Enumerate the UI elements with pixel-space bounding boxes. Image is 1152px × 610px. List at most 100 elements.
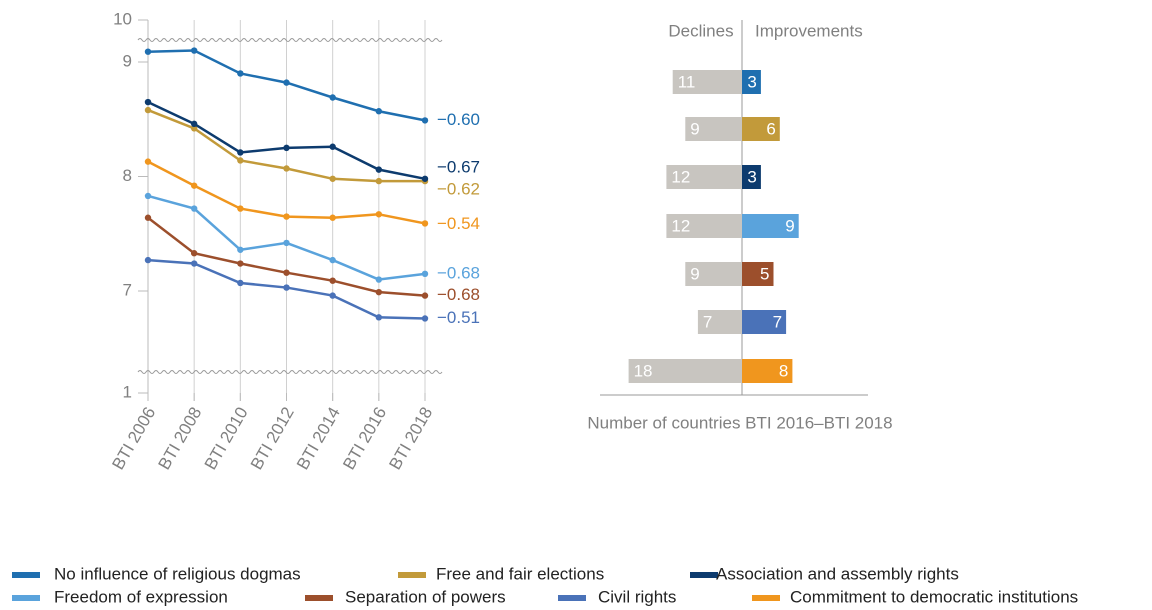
point bbox=[144, 256, 152, 264]
legend-label: Civil rights bbox=[598, 587, 676, 606]
axis-break bbox=[137, 370, 443, 374]
x-tick-label: BTI 2008 bbox=[155, 404, 206, 473]
x-tick-label: BTI 2018 bbox=[385, 404, 436, 473]
improvement-label: 5 bbox=[760, 264, 769, 283]
point bbox=[190, 125, 198, 132]
point bbox=[421, 270, 429, 278]
y-tick-label: 8 bbox=[123, 166, 132, 185]
change-label: −0.51 bbox=[437, 308, 480, 327]
point bbox=[283, 213, 290, 220]
point bbox=[375, 211, 383, 218]
point bbox=[144, 106, 152, 114]
change-label: −0.67 bbox=[437, 157, 480, 176]
improvement-bar bbox=[742, 359, 793, 383]
change-label: −0.60 bbox=[437, 110, 480, 129]
x-tick-label: BTI 2012 bbox=[247, 404, 298, 473]
x-tick-label: BTI 2016 bbox=[339, 404, 390, 473]
x-axis-label: Number of countries BTI 2016–BTI 2018 bbox=[587, 413, 892, 432]
point bbox=[283, 144, 290, 152]
legend-swatch bbox=[558, 595, 586, 601]
point bbox=[421, 292, 429, 299]
x-tick-label: BTI 2014 bbox=[293, 404, 344, 473]
point bbox=[190, 47, 198, 54]
point bbox=[375, 177, 383, 185]
legend-swatch bbox=[12, 572, 40, 578]
point bbox=[190, 260, 198, 267]
point bbox=[237, 157, 244, 164]
y-tick-label: 9 bbox=[123, 51, 132, 70]
improvement-label: 3 bbox=[747, 72, 756, 91]
improvement-bar bbox=[742, 310, 787, 334]
legend-swatch bbox=[690, 572, 718, 578]
point bbox=[190, 250, 198, 257]
point bbox=[237, 70, 244, 77]
point bbox=[329, 214, 336, 221]
point bbox=[190, 205, 198, 212]
improvement-label: 7 bbox=[773, 312, 782, 331]
declines-header: Declines bbox=[668, 21, 733, 40]
point bbox=[144, 98, 152, 106]
point bbox=[329, 277, 336, 284]
point bbox=[237, 149, 244, 156]
point bbox=[329, 175, 336, 182]
point bbox=[329, 94, 336, 101]
improvement-bar bbox=[742, 117, 780, 141]
point bbox=[144, 158, 152, 165]
legend-swatch bbox=[305, 595, 333, 601]
legend-swatch bbox=[398, 572, 426, 578]
change-label: −0.62 bbox=[437, 180, 480, 199]
point bbox=[237, 260, 244, 267]
improvement-label: 3 bbox=[747, 167, 756, 186]
change-label: −0.54 bbox=[437, 214, 480, 233]
point bbox=[375, 276, 383, 283]
point bbox=[144, 48, 152, 55]
decline-label: 9 bbox=[690, 264, 699, 283]
legend-swatch bbox=[752, 595, 780, 601]
decline-label: 11 bbox=[678, 72, 696, 91]
point bbox=[283, 239, 290, 247]
point bbox=[375, 314, 383, 321]
improvement-bar bbox=[742, 262, 774, 286]
x-tick-label: BTI 2006 bbox=[108, 404, 159, 473]
x-tick-label: BTI 2010 bbox=[201, 404, 252, 473]
point bbox=[421, 175, 429, 182]
point bbox=[329, 143, 336, 150]
improvements-header: Improvements bbox=[755, 21, 863, 40]
legend-label: Association and assembly rights bbox=[716, 564, 959, 583]
decline-label: 9 bbox=[690, 119, 699, 138]
y-tick-label: 7 bbox=[123, 280, 132, 299]
decline-label: 12 bbox=[671, 167, 690, 186]
legend-swatch bbox=[12, 595, 40, 601]
point bbox=[375, 288, 383, 296]
point bbox=[421, 220, 429, 227]
improvement-bar bbox=[742, 214, 799, 238]
decline-label: 7 bbox=[703, 312, 712, 331]
legend-label: Separation of powers bbox=[345, 587, 506, 606]
legend-label: Commitment to democratic institutions bbox=[790, 587, 1078, 606]
point bbox=[144, 214, 152, 221]
improvement-label: 6 bbox=[766, 119, 775, 138]
decline-label: 12 bbox=[671, 216, 690, 235]
legend-label: Freedom of expression bbox=[54, 587, 228, 606]
point bbox=[329, 292, 336, 299]
point bbox=[283, 79, 290, 86]
improvement-bar bbox=[742, 165, 761, 189]
decline-bar bbox=[672, 70, 742, 94]
improvement-label: 8 bbox=[779, 361, 788, 380]
point bbox=[144, 192, 152, 200]
y-tick-label: 10 bbox=[113, 9, 132, 28]
point bbox=[237, 246, 244, 253]
point bbox=[190, 120, 198, 128]
legend-label: No influence of religious dogmas bbox=[54, 564, 301, 583]
decline-bar bbox=[685, 117, 742, 141]
change-label: −0.68 bbox=[437, 263, 480, 282]
improvement-bar bbox=[742, 70, 761, 94]
point bbox=[375, 166, 383, 173]
point bbox=[283, 165, 290, 172]
legend-label: Free and fair elections bbox=[436, 564, 604, 583]
point bbox=[421, 315, 429, 322]
point bbox=[329, 256, 336, 264]
change-label: −0.68 bbox=[437, 285, 480, 304]
point bbox=[190, 182, 198, 189]
